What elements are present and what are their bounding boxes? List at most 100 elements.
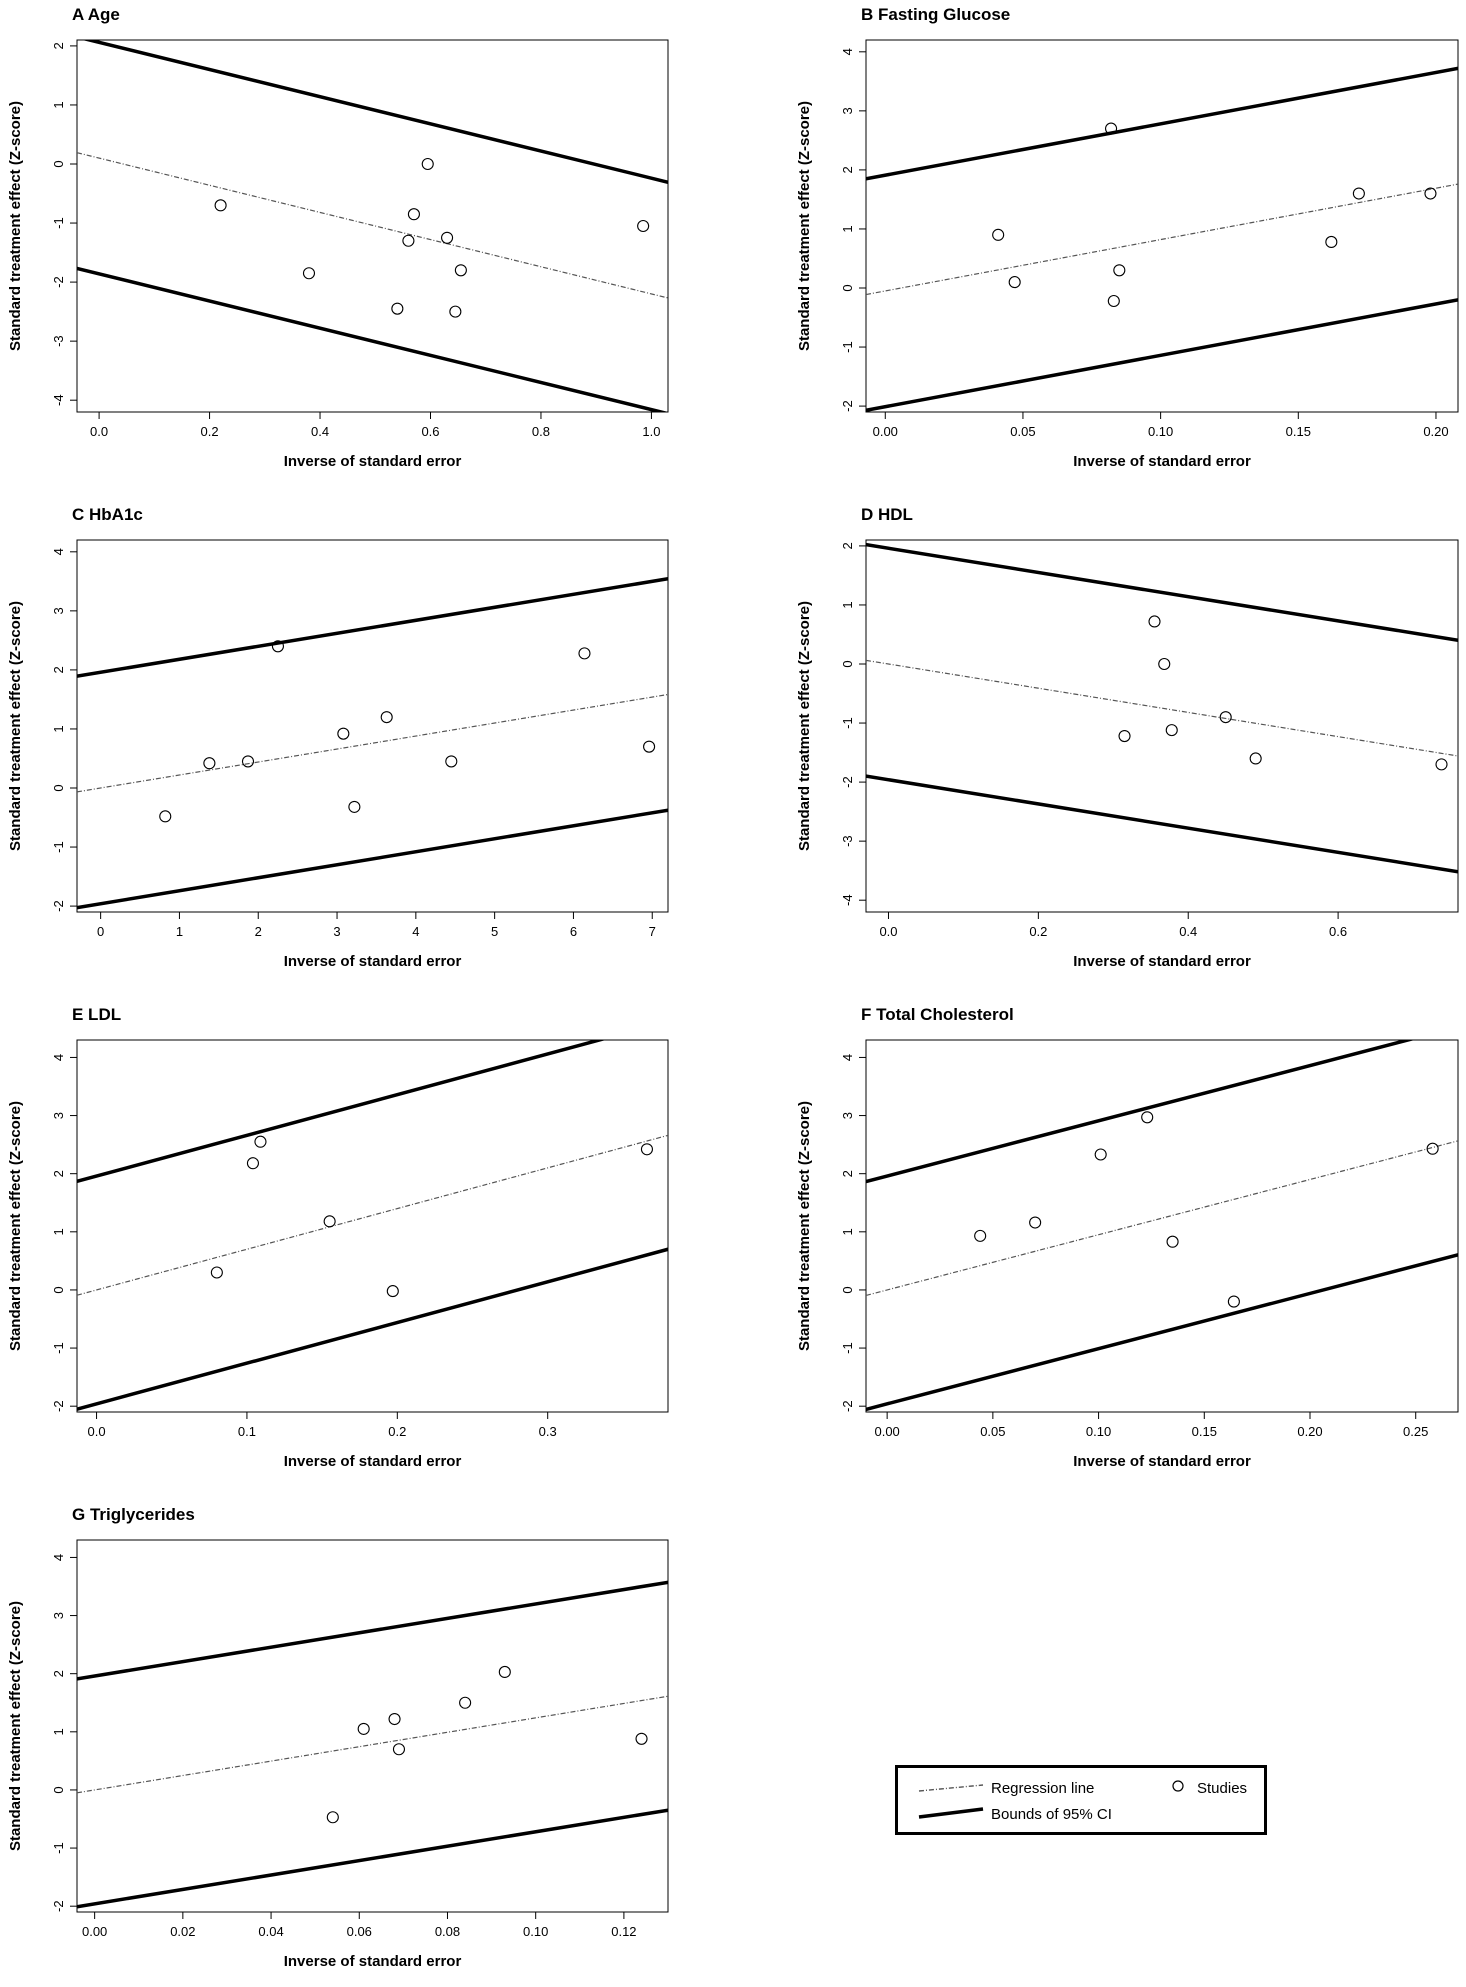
y-axis-label: Standard treatment effect (Z-score): [796, 1101, 813, 1351]
panel-c: C HbA1c 0 1 2 3 4 5 6 7 -2 -1 0 1 2 3 4 Inverse of stand…: [7, 505, 669, 970]
study-point: [1219, 711, 1232, 724]
study-point: [498, 1665, 511, 1678]
study-point: [1118, 729, 1131, 743]
x-tick-label: 0.12: [611, 1924, 636, 1939]
x-tick-label: 0.4: [311, 424, 329, 439]
study-point: [159, 810, 172, 823]
upper-ci-bound-line: [866, 66, 1458, 181]
legend-studies-label: Studies: [1197, 1780, 1247, 1797]
y-axis-label: Standard treatment effect (Z-score): [7, 101, 24, 351]
panel-lines: [77, 40, 668, 412]
x-axis-label: Inverse of standard error: [1073, 1453, 1251, 1470]
x-tick-label: 0.0: [90, 424, 108, 439]
study-point: [203, 757, 216, 770]
study-point: [302, 267, 316, 280]
x-tick-label: 1: [176, 924, 183, 939]
plot-frame: [76, 539, 669, 913]
x-tick-label: 6: [570, 924, 577, 939]
legend: Regression line Studies Bounds of 95% CI: [895, 1765, 1267, 1835]
y-tick-label: 3: [51, 607, 66, 614]
y-tick-label: -4: [51, 394, 66, 406]
y-tick-label: -2: [840, 400, 855, 412]
panel-title: C HbA1c: [72, 505, 143, 524]
x-tick-label: 0.6: [1329, 924, 1347, 939]
regression-line: [77, 152, 668, 299]
lower-ci-bound-line: [77, 1247, 668, 1411]
x-tick-label: 0.10: [1148, 424, 1173, 439]
study-point: [449, 305, 462, 318]
study-point: [637, 219, 650, 233]
y-tick-label: 2: [51, 1170, 66, 1177]
panel-title: B Fasting Glucose: [861, 5, 1010, 24]
y-tick-label: 0: [51, 784, 66, 791]
study-point: [1029, 1216, 1042, 1229]
y-tick-label: 2: [51, 42, 66, 49]
study-point: [246, 1157, 259, 1170]
x-tick-label: 0.2: [388, 1424, 406, 1439]
panel-g: G Triglycerides 0.00 0.02 0.04 0.06 0.08 0.10 0…: [7, 1505, 669, 1970]
y-tick-label: -2: [51, 276, 66, 288]
study-point: [323, 1215, 336, 1228]
study-point: [421, 157, 434, 171]
x-axis-label: Inverse of standard error: [1073, 953, 1251, 970]
y-tick-label: -2: [51, 1900, 66, 1912]
y-tick-label: -2: [840, 1400, 855, 1412]
upper-ci-bound-line: [866, 1040, 1415, 1184]
y-tick-label: -3: [840, 835, 855, 847]
y-tick-label: -1: [840, 1342, 855, 1354]
x-tick-label: 5: [491, 924, 498, 939]
y-tick-label: -1: [840, 717, 855, 729]
study-point: [391, 302, 404, 315]
y-tick-label: 0: [51, 1786, 66, 1793]
upper-ci-bound-line: [866, 542, 1458, 642]
study-point: [1227, 1295, 1240, 1308]
y-tick-label: 3: [840, 107, 855, 114]
y-tick-label: 0: [840, 660, 855, 667]
study-point: [380, 711, 393, 724]
y-tick-label: -1: [51, 217, 66, 229]
x-tick-label: 0.00: [82, 1924, 107, 1939]
legend-regression-label: Regression line: [991, 1780, 1094, 1797]
study-point: [386, 1285, 399, 1298]
study-point: [1158, 657, 1171, 671]
plot-frame: [76, 1539, 669, 1913]
x-tick-label: 0.05: [980, 1424, 1005, 1439]
x-tick-label: 0.2: [201, 424, 219, 439]
legend-frame: [895, 1765, 1267, 1835]
study-point: [407, 208, 420, 221]
y-tick-label: 4: [51, 1554, 66, 1561]
upper-ci-bound-line: [77, 1040, 606, 1183]
study-point: [459, 1696, 472, 1709]
x-tick-label: 0.10: [1086, 1424, 1111, 1439]
panel-lines: [866, 1040, 1458, 1412]
x-tick-label: 0.00: [874, 1424, 899, 1439]
y-axis-label: Standard treatment effect (Z-score): [7, 601, 24, 851]
lower-ci-bound-line: [866, 298, 1458, 412]
legend-bounds-label: Bounds of 95% CI: [991, 1806, 1112, 1823]
y-tick-label: -1: [840, 341, 855, 353]
regression-line: [866, 659, 1458, 757]
x-tick-label: 0.4: [1179, 924, 1197, 939]
panel-title: D HDL: [861, 505, 913, 524]
panel-lines: [866, 542, 1458, 874]
study-point: [1008, 276, 1021, 289]
study-point: [974, 1229, 987, 1242]
y-tick-label: -1: [51, 841, 66, 853]
y-tick-label: 3: [840, 1112, 855, 1119]
y-tick-label: -3: [51, 335, 66, 347]
x-tick-label: 0.05: [1010, 424, 1035, 439]
y-tick-label: -4: [840, 894, 855, 906]
study-point: [326, 1811, 339, 1824]
y-tick-label: 4: [51, 1054, 66, 1061]
upper-ci-bound-line: [77, 577, 668, 678]
panel-title: A Age: [72, 5, 120, 24]
lower-ci-bound-line: [77, 808, 668, 910]
panel-b: B Fasting Glucose 0.00 0.05 0.10 0.15 0.20 -2 -…: [796, 5, 1459, 470]
y-tick-label: 4: [840, 48, 855, 55]
y-tick-label: -1: [51, 1342, 66, 1354]
x-axis-label: Inverse of standard error: [284, 453, 462, 470]
study-point: [210, 1266, 223, 1279]
study-point: [254, 1135, 267, 1148]
y-tick-label: 2: [840, 166, 855, 173]
x-axis-label: Inverse of standard error: [284, 1453, 462, 1470]
